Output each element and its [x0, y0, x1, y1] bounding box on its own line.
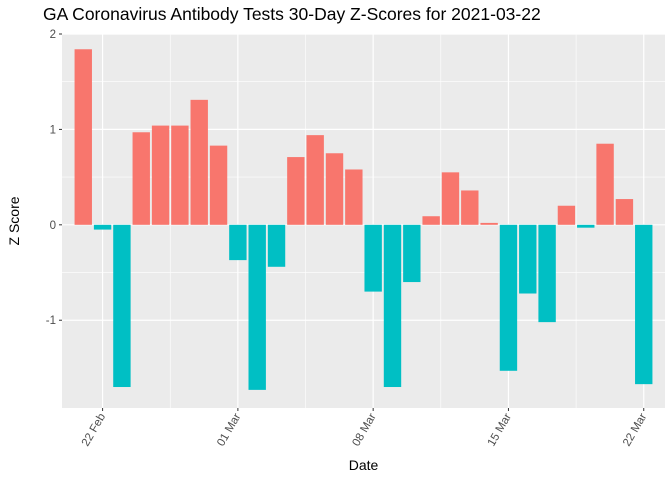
- y-tick-label: -1: [46, 315, 56, 327]
- bar: [403, 224, 421, 283]
- y-tick-label: 0: [50, 220, 56, 232]
- x-tick-label: 08 Mar: [350, 411, 378, 448]
- bar: [93, 224, 112, 230]
- bar: [171, 125, 189, 225]
- bar: [190, 99, 208, 225]
- bar: [577, 224, 595, 228]
- bar: [306, 135, 324, 225]
- bar: [248, 224, 266, 390]
- bar: [383, 224, 402, 388]
- bar: [596, 143, 614, 225]
- bar: [287, 157, 305, 225]
- x-tick-label: 22 Mar: [621, 411, 649, 448]
- x-axis-title: Date: [349, 457, 379, 473]
- bar: [229, 224, 247, 261]
- bar: [74, 49, 92, 225]
- bar: [499, 224, 518, 371]
- chart-title: GA Coronavirus Antibody Tests 30-Day Z-S…: [43, 4, 541, 24]
- bar: [209, 145, 228, 225]
- bar: [635, 224, 653, 385]
- bar: [441, 172, 460, 225]
- bar: [538, 224, 556, 323]
- y-tick-label: 2: [50, 29, 56, 41]
- bar: [325, 153, 344, 225]
- bar: [364, 224, 382, 292]
- x-tick-label: 01 Mar: [215, 411, 243, 448]
- bar: [519, 224, 537, 294]
- gridlines: [62, 33, 665, 408]
- bar: [461, 190, 479, 225]
- y-tick-label: 1: [50, 124, 56, 136]
- bars: [74, 49, 653, 390]
- y-axis-title: Z Score: [6, 196, 22, 245]
- bar: [557, 205, 576, 225]
- bar: [615, 199, 634, 225]
- bar: [345, 169, 363, 225]
- x-tick-label: 15 Mar: [486, 411, 514, 448]
- bar: [480, 222, 498, 225]
- bar: [113, 224, 131, 388]
- x-tick-label: 22 Feb: [80, 412, 108, 449]
- bar: [151, 125, 170, 225]
- bar: [267, 224, 286, 267]
- bar: [132, 132, 150, 225]
- bar: [422, 216, 440, 225]
